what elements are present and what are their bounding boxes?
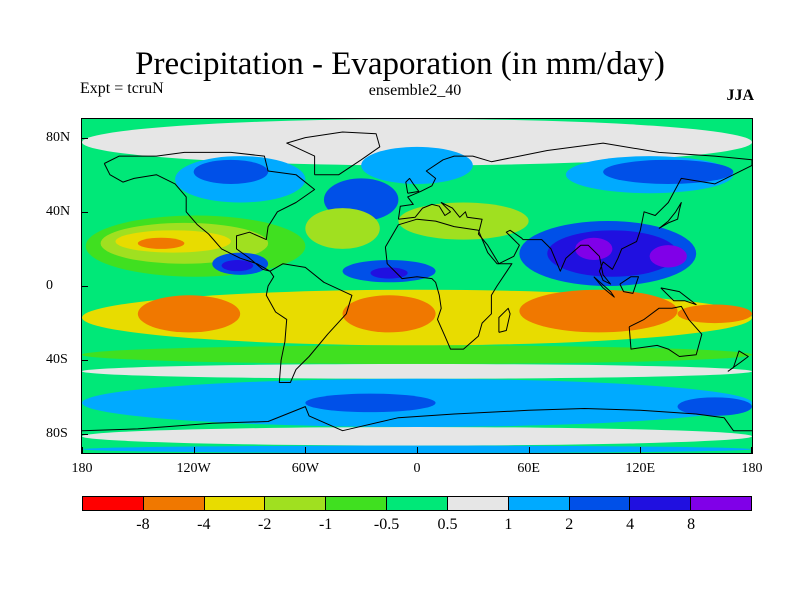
field-region-18 [305,208,380,249]
field-region-27 [221,260,254,272]
colorbar-swatch-9 [630,497,692,510]
field-region-9 [193,159,269,184]
field-region-33 [649,245,687,268]
lon-tick-label: 180 [71,461,93,476]
colorbar-swatch-1 [143,497,205,510]
lon-tick-label: 120W [176,461,211,476]
colorbar-label: -8 [136,516,150,533]
lat-tick-label: 80N [46,129,71,145]
lat-tick [82,137,88,139]
lat-tick-label: 0 [46,278,53,293]
lat-tick [82,211,88,213]
field-region-24 [677,304,752,324]
colorbar-swatch-8 [569,497,631,510]
lat-tick [82,286,88,287]
lon-tick-label: 120E [625,461,656,476]
field-region-25 [82,345,752,364]
run-label: ensemble2_40 [368,82,462,99]
colorbar-swatch-2 [204,497,266,510]
colorbar-label: 2 [565,516,574,533]
lon-tick [751,447,752,453]
colorbar-label: 8 [687,516,696,533]
lon-tick-label: 180 [741,461,763,476]
field-region-23 [519,289,678,333]
map-panel [81,118,753,454]
field-region-29 [370,267,408,279]
coastline-britain [405,177,420,194]
field-region-19 [398,202,529,240]
coastline-antarctica [82,406,752,432]
coastline-new-zealand [727,350,749,372]
figure-title: Precipitation - Evaporation (in mm/day) [135,46,665,82]
coastline-sumatra [593,276,615,298]
coastline-south-america [265,263,353,383]
season-label: JJA [726,87,754,104]
field-region-2 [82,363,752,379]
coastline-australia [628,305,703,357]
lon-tick [193,447,195,453]
lon-tick [82,447,83,453]
lon-tick-label: 60E [517,461,540,476]
field-region-13 [677,397,752,416]
field-region-22 [342,295,436,333]
colorbar-swatch-7 [508,497,570,510]
field-region-7 [361,146,473,184]
field-region-32 [575,237,613,261]
colorbar-label: -4 [197,516,211,533]
lat-tick-label: 40S [46,352,68,368]
colorbar [82,496,752,511]
colorbar-swatch-4 [326,497,388,510]
colorbar-swatch-6 [447,497,509,510]
lon-tick [417,447,418,453]
lon-tick [528,447,530,453]
colorbar-label: -1 [318,516,333,533]
colorbar-swatch-0 [83,497,144,510]
colorbar-label: 4 [626,516,635,533]
lat-tick-label: 80S [46,426,68,442]
colorbar-label: 1 [504,516,513,533]
field-region-12 [305,393,436,413]
lon-tick [640,447,642,453]
experiment-label: Expt = tcruN [80,80,164,97]
coastline-greenland [286,131,381,176]
field-region-1 [82,119,752,166]
colorbar-label: -2 [258,516,272,533]
colorbar-label: -0.5 [373,516,400,533]
coastline-layer [82,131,752,432]
field-region-21 [137,295,241,333]
lat-tick [82,360,88,362]
coastline-africa [384,218,513,350]
colorbar-swatch-10 [691,497,751,510]
field-region-3 [82,427,752,446]
coastline-new-guinea [660,287,697,306]
field-region-10 [603,159,734,184]
lat-tick-label: 40N [46,203,71,219]
lat-tick [82,434,88,436]
lon-tick [305,447,307,453]
coastline-japan [658,202,682,229]
colorbar-label: 0.5 [437,516,458,533]
field-region-17 [137,237,185,249]
colorbar-swatch-5 [387,497,448,510]
precip-field-layer [82,119,752,453]
colorbar-swatch-3 [265,497,327,510]
coastline-borneo [619,276,639,294]
coastline-madagascar [498,307,511,333]
map-canvas [82,119,752,453]
lon-tick-label: 0 [413,461,421,476]
lon-tick-label: 60W [291,461,319,476]
coastline-eurasia [397,142,752,285]
coastline-north-america [103,151,316,272]
